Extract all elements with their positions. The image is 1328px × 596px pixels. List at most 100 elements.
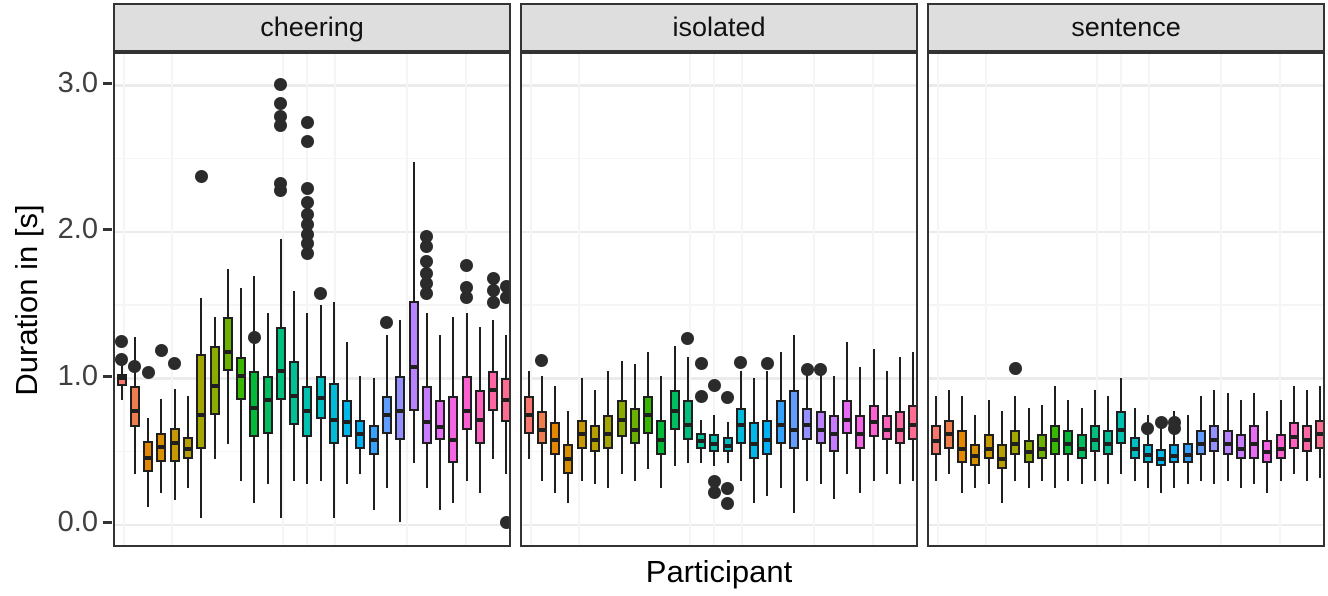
gridline-major <box>522 84 916 87</box>
boxplot-median <box>842 417 853 422</box>
gridline-vertical <box>1147 54 1150 545</box>
gridline-minor <box>115 157 509 160</box>
boxplot-median <box>828 432 839 437</box>
boxplot-median <box>1195 442 1206 447</box>
boxplot-median <box>669 408 680 413</box>
boxplot-outlier <box>300 181 314 195</box>
boxplot-box <box>222 316 233 372</box>
boxplot-outlier <box>420 287 434 301</box>
boxplot-median <box>735 423 746 428</box>
boxplot-outlier <box>486 295 500 309</box>
boxplot-median <box>262 398 273 403</box>
boxplot-median <box>182 446 193 451</box>
boxplot-box <box>1063 429 1074 455</box>
boxplot-median <box>1222 442 1233 447</box>
boxplot-median <box>129 408 140 413</box>
boxplot-median <box>315 395 326 400</box>
gridline-vertical <box>1219 54 1222 545</box>
boxplot-box <box>249 371 260 438</box>
gridline-minor <box>522 157 916 160</box>
boxplot-median <box>722 443 733 448</box>
boxplot-median <box>868 420 879 425</box>
gridline-vertical <box>1279 54 1282 545</box>
boxplot-outlier <box>460 291 474 305</box>
gridline-vertical <box>282 54 285 545</box>
boxplot-median <box>930 439 941 444</box>
gridline-vertical <box>405 54 408 545</box>
gridline-vertical <box>812 54 815 545</box>
boxplot-median <box>895 427 906 432</box>
boxplot-outlier <box>499 515 509 529</box>
boxplot-median <box>302 408 313 413</box>
boxplot-outlier <box>274 109 288 123</box>
boxplot-median <box>788 427 799 432</box>
boxplot-outlier <box>420 266 434 280</box>
boxplot-median <box>249 405 260 410</box>
boxplot-outlier <box>168 357 182 371</box>
boxplot-median <box>421 420 432 425</box>
boxplot-box <box>775 400 786 445</box>
boxplot-box <box>1275 434 1286 460</box>
boxplot-median <box>1023 449 1034 454</box>
boxplot-median <box>1036 446 1047 451</box>
boxplot-median <box>1156 457 1167 462</box>
facet-strip-label: isolated <box>672 12 766 42</box>
facet-panel-isolated <box>520 52 918 547</box>
boxplot-box <box>395 375 406 440</box>
gridline-major <box>522 230 916 234</box>
gridline-major <box>522 523 916 527</box>
boxplot-median <box>957 446 968 451</box>
gridline-minor <box>522 304 916 306</box>
boxplot-box <box>881 415 892 440</box>
boxplot-median <box>116 376 127 381</box>
boxplot-median <box>1275 446 1286 451</box>
boxplot-median <box>501 398 509 403</box>
boxplot-median <box>589 438 600 442</box>
boxplot-median <box>461 408 472 413</box>
boxplot-outlier <box>486 284 500 298</box>
boxplot-outlier <box>194 169 208 183</box>
boxplot-outlier <box>800 363 814 377</box>
boxplot-median <box>603 432 614 437</box>
gridline-minor <box>115 304 509 306</box>
boxplot-median <box>381 413 392 418</box>
gridline-major <box>929 523 1323 527</box>
gridline-minor <box>929 304 1323 306</box>
boxplot-median <box>1169 454 1180 459</box>
boxplot-box <box>656 419 667 455</box>
boxplot-median <box>576 432 587 437</box>
boxplot-outlier <box>380 316 394 330</box>
boxplot-outlier <box>486 272 500 286</box>
boxplot-median <box>1315 432 1323 437</box>
boxplot-median <box>775 423 786 428</box>
boxplot-box <box>895 410 906 445</box>
boxplot-box <box>1195 429 1206 455</box>
boxplot-outlier <box>1154 415 1168 429</box>
boxplot-outlier <box>274 177 288 191</box>
boxplot-outlier <box>420 229 434 243</box>
facet-panel-sentence <box>927 52 1325 547</box>
gridline-major <box>115 377 509 380</box>
boxplot-median <box>908 423 916 428</box>
y-tick-label: 0.0 <box>57 506 98 539</box>
boxplot-outlier <box>721 481 735 495</box>
boxplot-outlier <box>314 287 328 301</box>
boxplot-box <box>448 396 459 464</box>
boxplot-outlier <box>499 279 509 293</box>
boxplot-box <box>474 390 485 445</box>
boxplot-outlier <box>154 344 168 358</box>
boxplot-box <box>408 300 419 411</box>
gridline-vertical <box>1120 54 1123 545</box>
boxplot-median <box>289 394 300 399</box>
boxplot-box <box>275 327 286 401</box>
boxplot-median <box>536 427 547 432</box>
boxplot-median <box>802 423 813 428</box>
boxplot-median <box>342 420 353 425</box>
boxplot-box <box>1116 410 1127 445</box>
boxplot-median <box>1142 452 1153 457</box>
boxplot-median <box>1262 449 1273 454</box>
y-tick-mark <box>103 521 112 525</box>
gridline-major <box>115 523 509 527</box>
boxplot-outlier <box>734 355 748 369</box>
boxplot-median <box>616 417 627 422</box>
